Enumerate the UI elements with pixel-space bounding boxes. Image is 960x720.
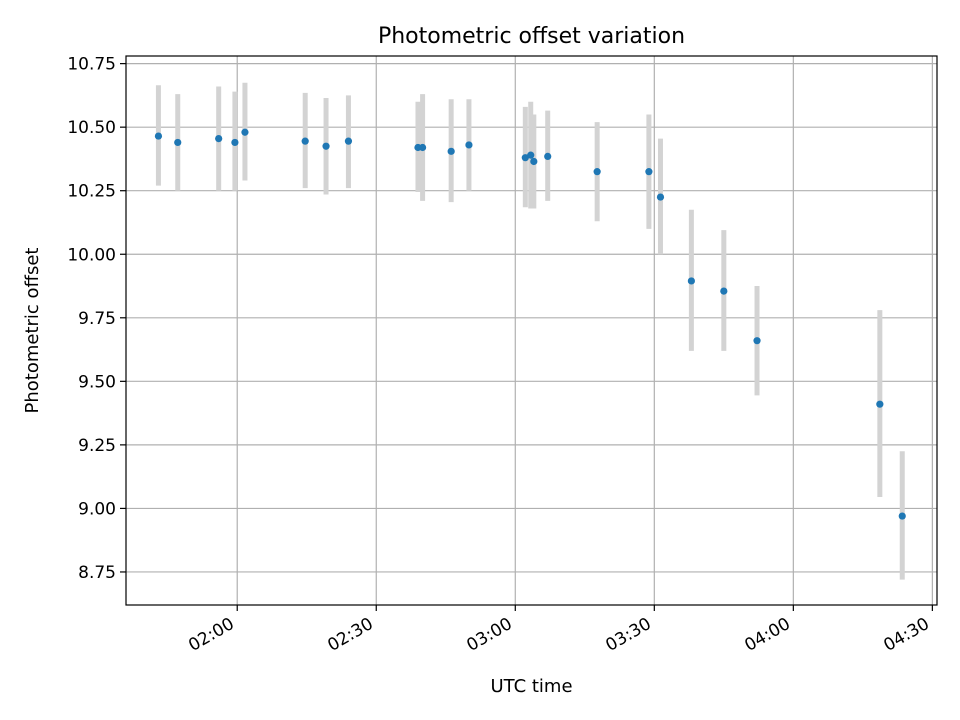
data-point bbox=[241, 128, 249, 136]
data-point bbox=[521, 154, 529, 162]
data-points bbox=[154, 128, 906, 520]
x-axis-label: UTC time bbox=[490, 676, 572, 697]
data-point bbox=[174, 138, 182, 147]
y-tick-label: 10.00 bbox=[67, 245, 116, 265]
data-point bbox=[215, 135, 223, 143]
data-point bbox=[753, 337, 761, 345]
y-tick-label: 10.75 bbox=[67, 55, 116, 75]
y-tick-label: 9.75 bbox=[78, 309, 116, 329]
data-point bbox=[322, 142, 330, 150]
grid-lines bbox=[126, 56, 937, 605]
data-point bbox=[656, 193, 665, 201]
data-point bbox=[720, 287, 728, 295]
data-point bbox=[344, 137, 353, 145]
plot-frame bbox=[125, 55, 938, 606]
y-tick-label: 8.75 bbox=[78, 563, 116, 583]
y-axis-ticks: 8.75 9.00 9.25 9.50 9.75 10.00 10.25 10.50 10.75 bbox=[67, 55, 126, 583]
chart-title: Photometric offset variation bbox=[378, 24, 685, 49]
data-point bbox=[593, 168, 601, 176]
data-point bbox=[231, 138, 239, 147]
data-point bbox=[465, 141, 473, 149]
y-tick-label: 10.25 bbox=[67, 182, 116, 202]
data-point bbox=[876, 400, 884, 408]
data-point bbox=[301, 137, 309, 145]
data-point bbox=[544, 152, 552, 160]
data-point bbox=[645, 168, 653, 176]
data-point bbox=[687, 277, 695, 285]
data-point bbox=[527, 151, 535, 159]
y-tick-label: 9.50 bbox=[78, 372, 116, 392]
data-point bbox=[447, 147, 455, 155]
y-tick-label: 10.50 bbox=[67, 118, 116, 138]
y-tick-label: 9.25 bbox=[78, 436, 116, 456]
y-tick-label: 9.00 bbox=[78, 499, 116, 519]
data-point bbox=[898, 512, 906, 520]
data-point bbox=[418, 143, 427, 152]
y-axis-label: Photometric offset bbox=[22, 248, 43, 414]
data-point bbox=[154, 132, 163, 140]
data-point bbox=[530, 157, 538, 166]
